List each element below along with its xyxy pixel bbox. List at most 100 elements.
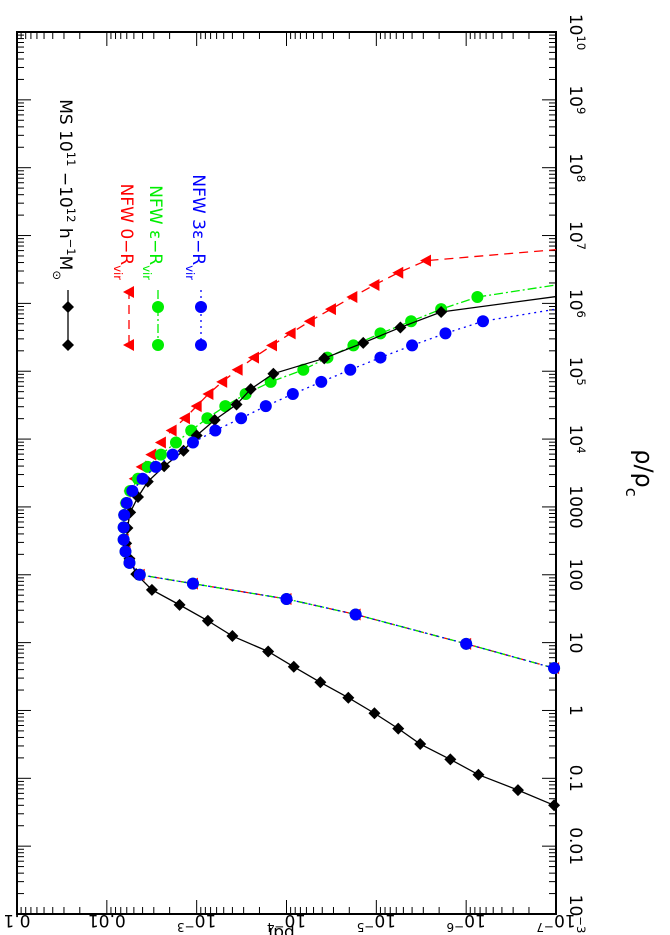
x-tick-label: 104: [565, 425, 588, 454]
x-tick-label-part: 1: [565, 705, 585, 716]
legend-label-part: 12: [64, 208, 78, 223]
legend-label: NFW 0−Rvir: [111, 184, 136, 281]
legend-marker: [152, 339, 164, 351]
y-tick-label-part: −7: [536, 921, 554, 935]
x-tick-label-part: 10: [565, 221, 585, 243]
data-point: [548, 799, 561, 812]
x-tick-label-part: 6: [574, 311, 588, 318]
y-tick-label: 10−3: [177, 910, 216, 935]
data-point: [342, 691, 355, 704]
data-point: [186, 436, 199, 449]
data-point: [439, 327, 452, 340]
data-point: [133, 568, 146, 581]
data-point: [231, 363, 243, 376]
legend-label: MS 1011 −1012 h−1M⊙: [50, 99, 78, 280]
x-tick-label-part: 10: [574, 35, 588, 50]
plot-layer: 10−30.010.111010010001041051061071081091…: [3, 14, 658, 935]
data-point: [368, 707, 381, 720]
data-point: [318, 352, 331, 365]
legend-label-part: NFW 3ε−R: [188, 174, 208, 265]
x-tick-label-part: 7: [574, 243, 588, 250]
legend-marker: [152, 301, 164, 313]
data-point: [216, 375, 228, 388]
data-point: [145, 448, 157, 461]
data-point: [154, 436, 166, 449]
y-tick-label: 10−4: [267, 910, 306, 935]
legend-label-part: NFW 0−R: [116, 184, 136, 266]
y-tick-label-part: −5: [357, 921, 375, 935]
data-point: [117, 521, 130, 534]
data-point: [248, 351, 260, 364]
data-point: [202, 388, 214, 401]
data-point: [346, 291, 358, 304]
data-point: [226, 630, 239, 643]
data-point: [149, 460, 162, 473]
legend-label-part: M: [55, 256, 75, 271]
y-tick-label: 10−6: [446, 910, 485, 935]
x-tick-label-part: 10: [565, 895, 585, 917]
data-point: [314, 676, 327, 689]
y-tick-label-part: 0.01: [88, 910, 126, 930]
data-point: [126, 484, 139, 497]
legend-label-part: NFW ε−R: [145, 185, 165, 265]
x-tick-label-part: 8: [574, 175, 588, 182]
data-point: [219, 400, 232, 413]
data-point: [394, 321, 407, 334]
x-tick-label: 10−3: [565, 895, 588, 934]
legend-label-part: −1: [64, 239, 78, 256]
y-tick-label-part: 10: [195, 910, 217, 930]
data-point: [266, 339, 278, 352]
data-point: [392, 266, 404, 279]
x-tick-label: 0.1: [565, 765, 585, 792]
data-point: [267, 367, 280, 380]
legend-marker: [195, 301, 207, 313]
x-tick-label: 106: [565, 289, 588, 318]
x-tick-label-part: 10: [565, 289, 585, 311]
data-point: [136, 472, 149, 485]
data-point: [186, 577, 199, 590]
x-tick-label: 1010: [565, 14, 588, 50]
x-tick-label-part: 10: [565, 425, 585, 447]
data-point: [169, 436, 182, 449]
x-tick-label: 1000: [565, 485, 585, 528]
data-point: [297, 363, 310, 376]
data-point: [414, 738, 427, 751]
data-point: [177, 444, 190, 457]
data-point: [287, 660, 300, 673]
y-axis-title: pdf: [266, 923, 295, 935]
data-point: [178, 412, 190, 425]
data-point: [235, 412, 248, 425]
y-tick-label-part: 0.1: [3, 910, 30, 930]
data-point: [460, 637, 473, 650]
legend-marker: [62, 339, 74, 351]
x-tick-label-part: 0.01: [565, 827, 585, 865]
data-point: [374, 351, 387, 364]
legend-marker: [195, 339, 207, 351]
data-point: [324, 303, 336, 316]
data-point: [244, 383, 257, 396]
data-point: [230, 398, 243, 411]
data-point: [444, 753, 457, 766]
data-point: [511, 784, 524, 797]
data-point: [472, 768, 485, 781]
x-tick-label: 0.01: [565, 827, 585, 865]
legend-label-part: ⊙: [50, 270, 64, 280]
data-point: [284, 327, 296, 340]
data-point: [145, 583, 158, 596]
data-point: [349, 608, 362, 621]
x-tick-label: 109: [565, 85, 588, 114]
data-point: [120, 497, 133, 510]
x-axis-title-part: c: [623, 488, 642, 497]
y-tick-label: 0.1: [3, 910, 30, 930]
legend-label-part: vir: [183, 265, 197, 280]
x-tick-label-part: −3: [574, 916, 588, 933]
x-tick-label-part: 10: [565, 85, 585, 107]
legend-marker: [62, 301, 74, 313]
legend-marker: [123, 286, 134, 298]
data-point: [357, 336, 370, 349]
legend-label-part: h: [55, 222, 75, 238]
y-tick-label-part: −3: [177, 921, 195, 935]
x-tick-label: 108: [565, 153, 588, 182]
x-tick-label-part: 1000: [565, 485, 585, 528]
x-tick-label: 10: [565, 632, 585, 654]
